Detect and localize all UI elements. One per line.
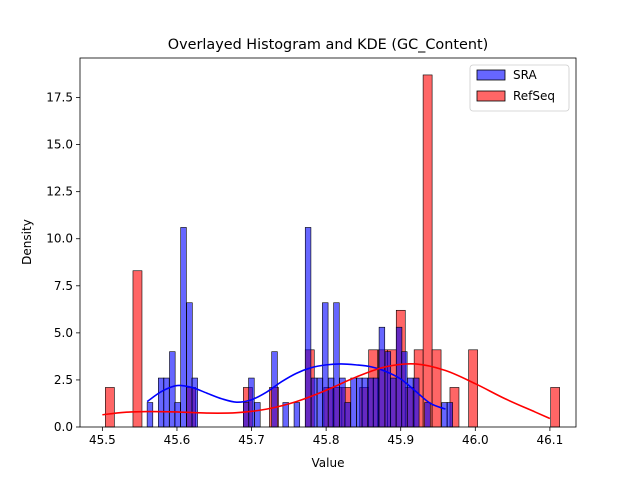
y-axis-label: Density (20, 219, 34, 265)
sra-bar (378, 326, 386, 428)
x-tick-label: 46.1 (537, 433, 564, 447)
refseq-bar (431, 349, 442, 428)
refseq-kde-line (102, 362, 551, 420)
legend: SRA RefSeq (469, 64, 570, 112)
sra-bar (446, 402, 453, 428)
y-tick-label: 2.5 (54, 373, 73, 387)
sra-bar (339, 377, 346, 428)
sra-bar (146, 402, 154, 428)
sra-bar (372, 377, 380, 428)
refseq-bar (468, 349, 478, 428)
y-tick-label: 12.5 (46, 185, 73, 199)
axes-frame (79, 57, 577, 428)
y-tick-label: 15.0 (46, 138, 73, 152)
sra-bar (163, 377, 170, 428)
x-axis-label: Value (312, 456, 345, 470)
sra-bar (361, 377, 368, 428)
sra-bar (350, 377, 357, 428)
sra-bar (293, 402, 301, 428)
sra-bar (344, 402, 351, 428)
sra-bar (158, 377, 165, 428)
x-axis-ticks: 45.5 45.6 45.7 45.8 45.9 46.0 46.1 (89, 427, 563, 447)
sra-bar (169, 351, 176, 428)
y-tick-label: 17.5 (46, 91, 73, 105)
sra-kde-line (146, 363, 446, 410)
sra-bar (254, 402, 261, 428)
sra-bar (413, 377, 420, 428)
sra-bar (174, 402, 181, 428)
sra-bar (367, 377, 374, 428)
sra-bar (186, 302, 193, 428)
x-tick-label: 46.0 (462, 433, 489, 447)
y-axis-ticks: 0.0 2.5 5.0 7.5 10.0 12.5 15.0 17.5 (46, 91, 80, 434)
sra-bar (316, 377, 324, 428)
sra-bar (328, 377, 335, 428)
sra-bar (282, 402, 289, 428)
sra-bar (384, 351, 392, 428)
refseq-bar (422, 74, 433, 428)
legend-swatch-sra (476, 69, 506, 81)
sra-bar (389, 377, 397, 428)
x-tick-label: 45.7 (238, 433, 265, 447)
x-tick-label: 45.8 (313, 433, 340, 447)
sra-bar (401, 351, 408, 428)
y-tick-label: 0.0 (54, 420, 73, 434)
sra-bar (180, 227, 187, 428)
sra-bar (441, 402, 448, 428)
x-tick-label: 45.5 (89, 433, 116, 447)
refseq-bar (550, 387, 560, 428)
sra-bar (243, 402, 250, 428)
sra-bar (248, 377, 255, 428)
y-tick-label: 7.5 (54, 279, 73, 293)
chart-title: Overlayed Histogram and KDE (GC_Content) (168, 37, 488, 53)
sra-bar (310, 377, 318, 428)
legend-label-refseq: RefSeq (513, 89, 555, 103)
refseq-bar (105, 387, 115, 428)
legend-swatch-refseq (476, 90, 506, 102)
refseq-bar (132, 270, 143, 428)
legend-label-sra: SRA (513, 68, 537, 82)
sra-bar (424, 402, 431, 428)
sra-bar (271, 351, 278, 428)
x-tick-label: 45.9 (387, 433, 414, 447)
y-tick-label: 5.0 (54, 326, 73, 340)
y-tick-label: 10.0 (46, 232, 73, 246)
sra-bar (191, 377, 198, 428)
sra-bar (356, 377, 363, 428)
x-tick-label: 45.6 (164, 433, 191, 447)
